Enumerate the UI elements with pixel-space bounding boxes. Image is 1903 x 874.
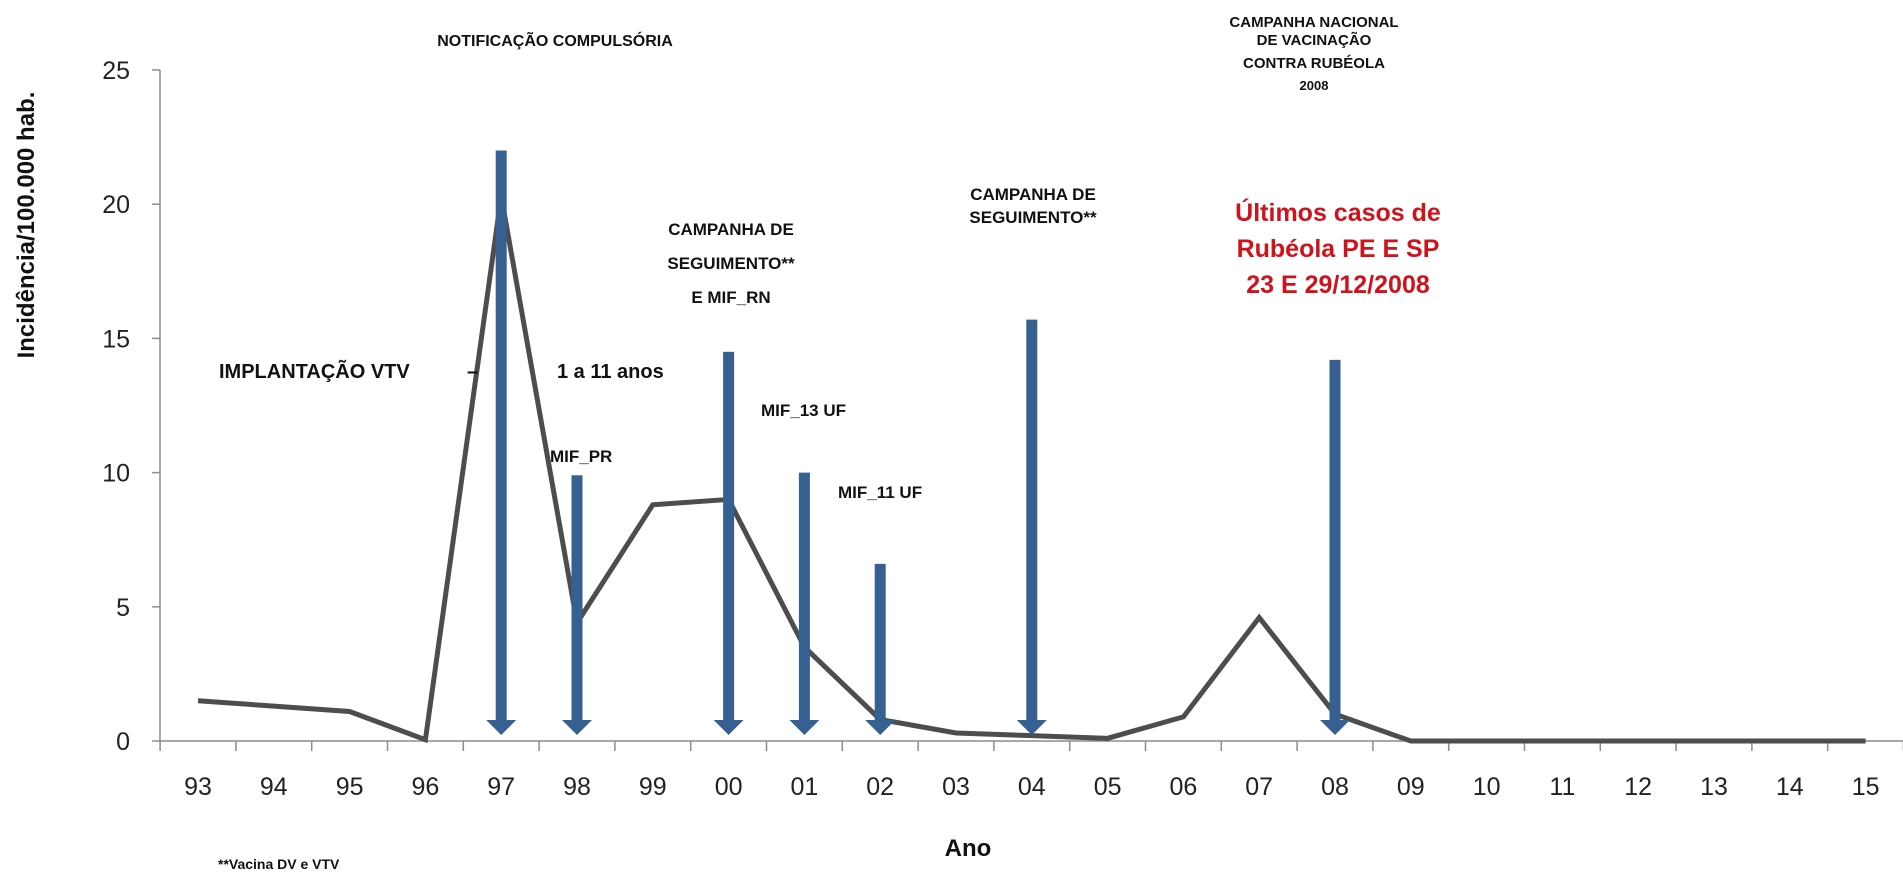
x-tick-label: 94 [260, 773, 288, 801]
annotation-implantacao: IMPLANTAÇÃO VTV [219, 360, 410, 383]
x-tick-label: 13 [1700, 773, 1728, 801]
annotation-campanha-nacional-line-1: CAMPANHA NACIONAL [1229, 14, 1398, 31]
x-tick-label: 99 [639, 773, 667, 801]
annotation-campanha-nacional-line-3: CONTRA RUBÉOLA [1243, 55, 1385, 72]
x-tick-label: 08 [1321, 773, 1349, 801]
x-tick-label: 05 [1094, 773, 1122, 801]
x-tick-label: 09 [1397, 773, 1425, 801]
x-tick-label: 12 [1624, 773, 1652, 801]
x-tick-label: 95 [336, 773, 364, 801]
annotation-campanha-nacional-line-4: 2008 [1300, 78, 1329, 93]
annotation-faixa-etaria: 1 a 11 anos [557, 361, 664, 383]
annotation-mif-pr: MIF_PR [550, 447, 612, 466]
y-tick-label: 0 [116, 728, 130, 756]
annotation-campanha-seguimento-1-line-1: CAMPANHA DE [668, 220, 794, 239]
intervention-arrow [865, 563, 896, 735]
x-tick-label: 03 [942, 773, 970, 801]
x-tick-label: 02 [866, 773, 894, 801]
x-tick-label: 97 [487, 773, 515, 801]
annotation-ultimos-casos-line-1: Últimos casos de [1235, 197, 1441, 227]
intervention-arrow [486, 150, 517, 735]
x-tick-label: 07 [1245, 773, 1273, 801]
annotation-implantacao-dash: – [467, 361, 478, 383]
y-tick-label: 20 [102, 191, 130, 219]
annotation-notificacao: NOTIFICAÇÃO COMPULSÓRIA [437, 30, 673, 50]
x-tick-label: 96 [411, 773, 439, 801]
footnote: **Vacina DV e VTV [218, 856, 340, 872]
y-tick-label: 25 [102, 57, 130, 85]
annotation-campanha-seguimento-1-line-3: E MIF_RN [691, 288, 770, 307]
x-tick-label: 93 [184, 773, 212, 801]
annotation-campanha-seguimento-1-line-2: SEGUIMENTO** [667, 254, 795, 273]
x-axis-title: Ano [945, 835, 992, 862]
y-tick-label: 10 [102, 460, 130, 488]
annotation-campanha-nacional-line-2: DE VACINAÇÃO [1257, 31, 1372, 49]
x-tick-label: 04 [1018, 773, 1046, 801]
x-tick-labels: 93 94 95 96 97 98 99 00 01 02 03 04 05 06 07 08 09 10 11 12… [184, 773, 1879, 801]
annotation-ultimos-casos: Últimos casos de Rubéola PE E SP 23 E 29… [1235, 197, 1441, 299]
x-tick-label: 11 [1549, 773, 1575, 801]
x-tick-label: 15 [1852, 773, 1880, 801]
x-tick-label: 10 [1473, 773, 1501, 801]
y-tick-label: 5 [116, 594, 130, 622]
annotation-campanha-seguimento-2-line-2: SEGUIMENTO** [969, 208, 1097, 227]
intervention-arrow [789, 472, 820, 735]
y-tick-labels: 0 5 10 15 20 25 [102, 57, 130, 756]
y-axis-title: Incidência/100.000 hab. [13, 92, 40, 359]
annotation-mif-11uf: MIF_11 UF [838, 483, 922, 502]
intervention-arrow [713, 351, 744, 735]
x-tick-label: 00 [715, 773, 743, 801]
intervention-arrow [1016, 319, 1047, 735]
x-tick-label: 06 [1169, 773, 1197, 801]
x-tick-label: 98 [563, 773, 591, 801]
annotation-campanha-seguimento-1: CAMPANHA DE SEGUIMENTO** E MIF_RN [667, 220, 795, 307]
annotation-campanha-seguimento-2: CAMPANHA DE SEGUIMENTO** [969, 185, 1097, 227]
annotation-campanha-seguimento-2-line-1: CAMPANHA DE [970, 185, 1096, 204]
x-tick-label: 14 [1776, 773, 1804, 801]
x-tick-label: 01 [790, 773, 818, 801]
annotation-ultimos-casos-line-3: 23 E 29/12/2008 [1246, 271, 1430, 299]
annotation-ultimos-casos-line-2: Rubéola PE E SP [1237, 235, 1440, 263]
y-tick-label: 15 [102, 325, 130, 353]
series-line [197, 195, 1866, 744]
intervention-arrow [562, 475, 592, 735]
annotation-mif-13uf: MIF_13 UF [761, 401, 846, 420]
annotation-campanha-nacional: CAMPANHA NACIONAL DE VACINAÇÃO CONTRA RU… [1229, 14, 1398, 93]
intervention-arrows [486, 150, 1350, 735]
intervention-arrow [1320, 359, 1350, 735]
series-line-path [197, 195, 1866, 744]
